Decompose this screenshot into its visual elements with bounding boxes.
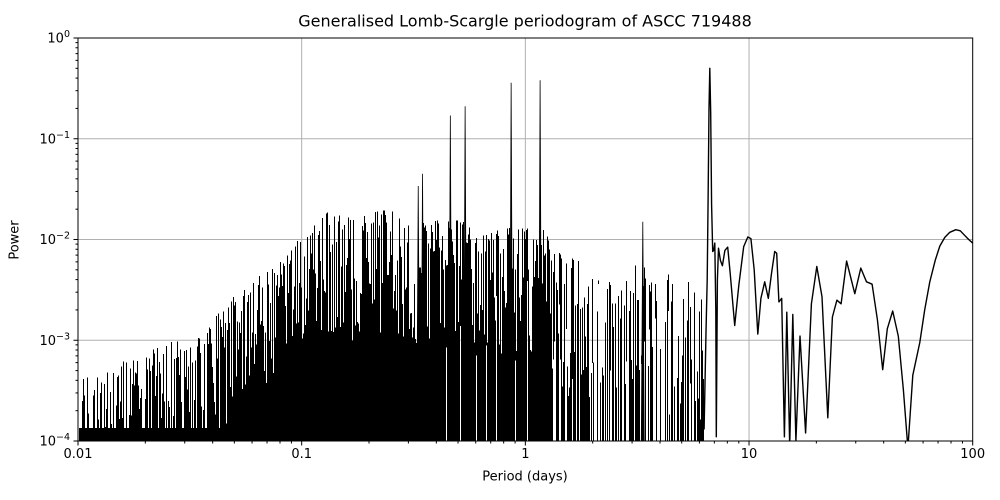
y-tick-label: 10−1 xyxy=(39,130,70,148)
major-peaks-series xyxy=(416,80,645,441)
axis-ticks xyxy=(73,37,974,446)
y-tick-label: 100 xyxy=(47,29,70,47)
tick-labels: 0.01 0.1 1 10 100 100 10−1 10−2 10−3 10−4 xyxy=(39,29,985,462)
x-tick-label: 1 xyxy=(521,447,529,462)
y-tick-label: 10−2 xyxy=(39,231,70,249)
x-tick-label: 0.1 xyxy=(291,447,312,462)
x-tick-label: 0.01 xyxy=(64,447,93,462)
x-axis-label: Period (days) xyxy=(482,469,568,485)
smooth-curve-series xyxy=(703,67,973,441)
x-tick-label: 10 xyxy=(741,447,758,462)
y-tick-label: 10−3 xyxy=(39,331,70,349)
y-tick-label: 10−4 xyxy=(39,432,70,450)
x-tick-label: 100 xyxy=(960,447,985,462)
chart-title: Generalised Lomb-Scargle periodogram of … xyxy=(298,11,752,31)
y-axis-label: Power xyxy=(7,220,23,260)
